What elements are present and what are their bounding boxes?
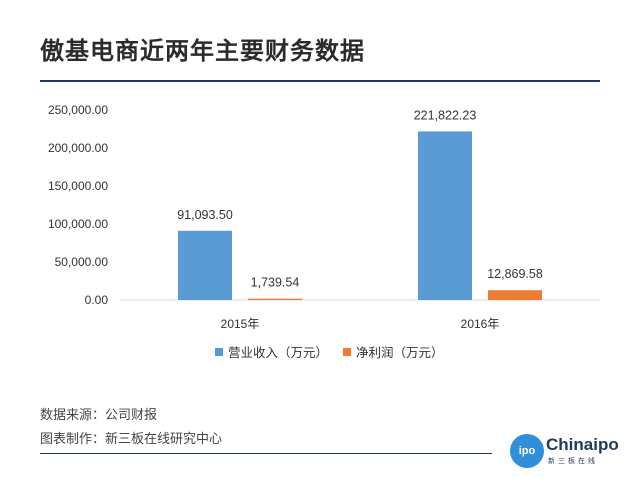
logo-brand: Chinaipo: [546, 435, 619, 454]
x-tick-label: 2016年: [461, 317, 500, 331]
title-divider: [40, 80, 600, 82]
y-tick-label: 200,000.00: [48, 141, 108, 155]
bar: [418, 131, 472, 300]
legend-label: 净利润（万元）: [356, 345, 444, 360]
legend-swatch: [343, 348, 351, 356]
chart-title: 傲基电商近两年主要财务数据: [40, 37, 365, 65]
chinaipo-logo: ipo Chinaipo 新三板在线: [510, 432, 619, 472]
data-label: 91,093.50: [177, 208, 233, 222]
bar: [488, 290, 542, 300]
data-label: 12,869.58: [487, 267, 543, 281]
y-tick-label: 150,000.00: [48, 179, 108, 193]
bar-chart: 0.00 50,000.00 100,000.00 150,000.00 200,000…: [48, 103, 600, 360]
bar: [178, 230, 232, 300]
x-tick-label: 2015年: [221, 317, 260, 331]
y-tick-label: 250,000.00: [48, 103, 108, 117]
y-tick-label: 100,000.00: [48, 217, 108, 231]
footer-divider: [40, 453, 492, 454]
bar: [248, 298, 302, 300]
y-tick-label: 0.00: [85, 293, 109, 307]
data-label: 221,822.23: [414, 108, 477, 122]
logo-subtitle: 新三板在线: [548, 457, 598, 465]
data-source-note: 数据来源：公司财报: [40, 408, 158, 423]
y-tick-label: 50,000.00: [55, 255, 109, 269]
data-label: 1,739.54: [251, 276, 300, 290]
logo-circle: ipo: [510, 434, 544, 468]
legend-label: 营业收入（万元）: [228, 345, 328, 360]
chart-credit-note: 图表制作：新三板在线研究中心: [40, 432, 223, 447]
legend-swatch: [215, 348, 223, 356]
